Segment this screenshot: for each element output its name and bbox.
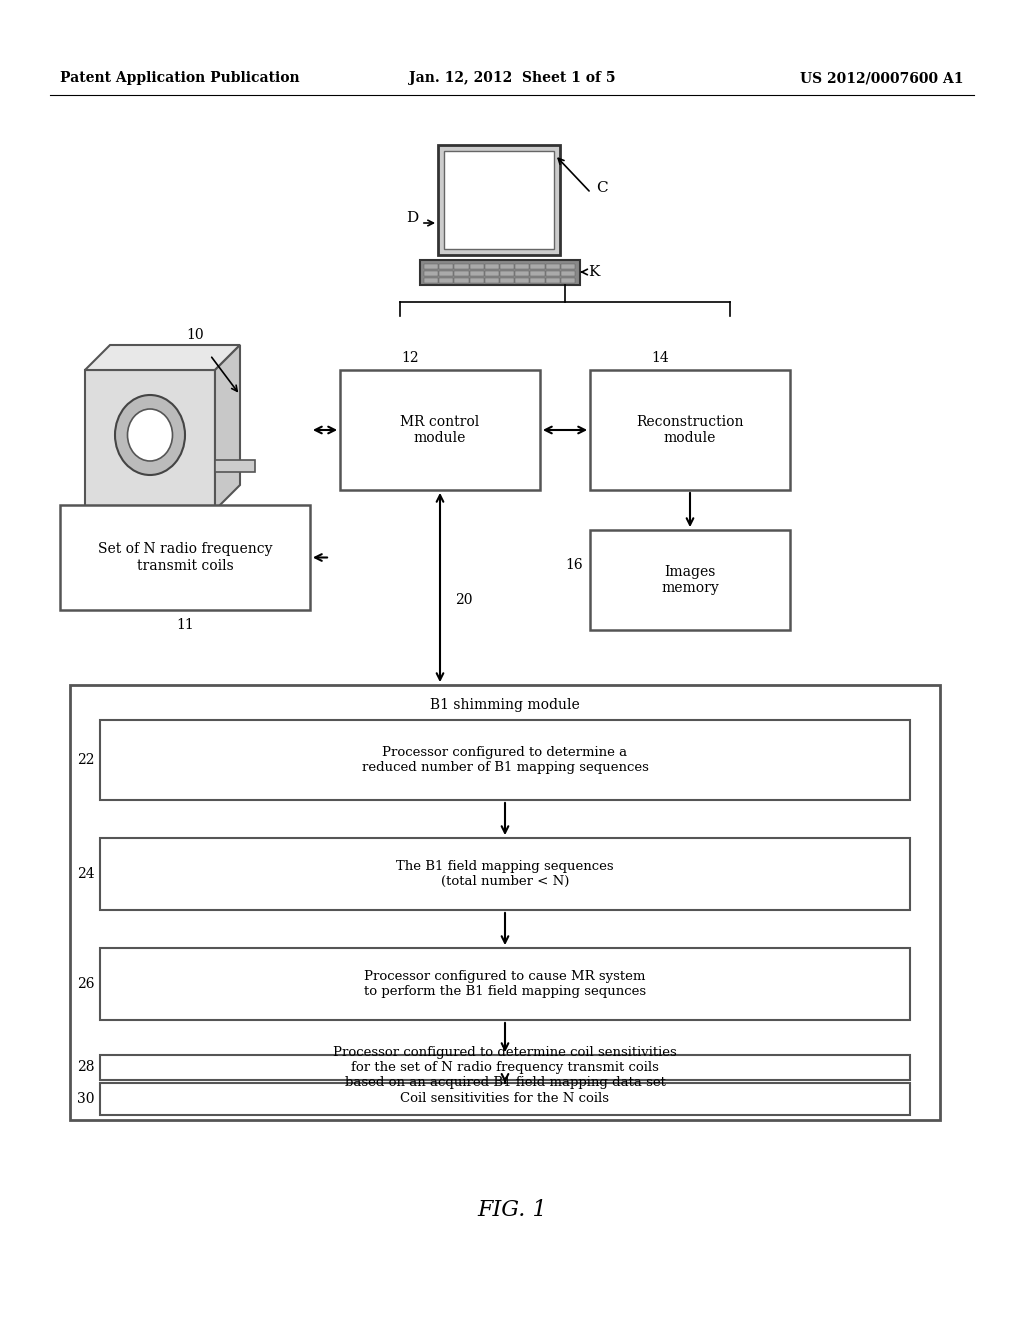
Text: 14: 14 bbox=[651, 351, 669, 366]
FancyBboxPatch shape bbox=[500, 279, 514, 282]
FancyBboxPatch shape bbox=[455, 264, 469, 269]
FancyBboxPatch shape bbox=[340, 370, 540, 490]
FancyBboxPatch shape bbox=[444, 150, 554, 249]
Text: 24: 24 bbox=[78, 867, 95, 880]
Text: 22: 22 bbox=[78, 752, 95, 767]
FancyBboxPatch shape bbox=[100, 838, 910, 909]
Text: US 2012/0007600 A1: US 2012/0007600 A1 bbox=[801, 71, 964, 84]
FancyBboxPatch shape bbox=[515, 279, 529, 282]
Text: 20: 20 bbox=[455, 593, 472, 607]
FancyBboxPatch shape bbox=[439, 264, 454, 269]
Text: 30: 30 bbox=[78, 1092, 95, 1106]
FancyBboxPatch shape bbox=[500, 264, 514, 269]
Ellipse shape bbox=[115, 395, 185, 475]
FancyBboxPatch shape bbox=[530, 264, 545, 269]
FancyBboxPatch shape bbox=[470, 264, 483, 269]
FancyBboxPatch shape bbox=[424, 271, 438, 276]
FancyBboxPatch shape bbox=[424, 264, 438, 269]
Text: K: K bbox=[588, 265, 599, 279]
Text: Images
memory: Images memory bbox=[662, 565, 719, 595]
Text: C: C bbox=[596, 181, 607, 195]
FancyBboxPatch shape bbox=[100, 1082, 910, 1115]
Text: Processor configured to determine a
reduced number of B1 mapping sequences: Processor configured to determine a redu… bbox=[361, 746, 648, 774]
Text: Patent Application Publication: Patent Application Publication bbox=[60, 71, 300, 84]
FancyBboxPatch shape bbox=[546, 271, 560, 276]
FancyBboxPatch shape bbox=[484, 279, 499, 282]
FancyBboxPatch shape bbox=[420, 260, 580, 285]
FancyBboxPatch shape bbox=[484, 264, 499, 269]
Text: 28: 28 bbox=[78, 1060, 95, 1074]
Text: FIG. 1: FIG. 1 bbox=[477, 1199, 547, 1221]
FancyBboxPatch shape bbox=[515, 264, 529, 269]
FancyBboxPatch shape bbox=[470, 271, 483, 276]
FancyBboxPatch shape bbox=[500, 271, 514, 276]
FancyBboxPatch shape bbox=[70, 685, 940, 1119]
FancyBboxPatch shape bbox=[439, 279, 454, 282]
Text: 11: 11 bbox=[176, 618, 194, 632]
Text: Processor configured to determine coil sensitivities
for the set of N radio freq: Processor configured to determine coil s… bbox=[333, 1045, 677, 1089]
FancyBboxPatch shape bbox=[438, 145, 560, 255]
FancyBboxPatch shape bbox=[455, 279, 469, 282]
Text: Processor configured to cause MR system
to perform the B1 field mapping sequnces: Processor configured to cause MR system … bbox=[364, 970, 646, 998]
Text: 10: 10 bbox=[186, 327, 204, 342]
FancyBboxPatch shape bbox=[561, 271, 575, 276]
FancyBboxPatch shape bbox=[215, 459, 255, 473]
FancyBboxPatch shape bbox=[100, 948, 910, 1020]
FancyBboxPatch shape bbox=[546, 279, 560, 282]
FancyBboxPatch shape bbox=[60, 506, 310, 610]
FancyBboxPatch shape bbox=[590, 370, 790, 490]
Text: Coil sensitivities for the N coils: Coil sensitivities for the N coils bbox=[400, 1093, 609, 1106]
FancyBboxPatch shape bbox=[439, 271, 454, 276]
FancyBboxPatch shape bbox=[515, 271, 529, 276]
Text: D: D bbox=[406, 211, 418, 224]
Text: The B1 field mapping sequences
(total number < N): The B1 field mapping sequences (total nu… bbox=[396, 861, 613, 888]
FancyBboxPatch shape bbox=[470, 279, 483, 282]
Text: 26: 26 bbox=[78, 977, 95, 991]
FancyBboxPatch shape bbox=[455, 271, 469, 276]
FancyBboxPatch shape bbox=[100, 1055, 910, 1080]
Polygon shape bbox=[85, 345, 240, 370]
Text: B1 shimming module: B1 shimming module bbox=[430, 698, 580, 711]
Text: 12: 12 bbox=[401, 351, 419, 366]
Text: MR control
module: MR control module bbox=[400, 414, 479, 445]
Polygon shape bbox=[215, 345, 240, 510]
FancyBboxPatch shape bbox=[561, 279, 575, 282]
FancyBboxPatch shape bbox=[546, 264, 560, 269]
Text: 16: 16 bbox=[565, 558, 583, 572]
FancyBboxPatch shape bbox=[424, 279, 438, 282]
FancyBboxPatch shape bbox=[561, 264, 575, 269]
FancyBboxPatch shape bbox=[484, 271, 499, 276]
Text: Set of N radio frequency
transmit coils: Set of N radio frequency transmit coils bbox=[97, 543, 272, 573]
FancyBboxPatch shape bbox=[590, 531, 790, 630]
FancyBboxPatch shape bbox=[100, 719, 910, 800]
FancyBboxPatch shape bbox=[530, 271, 545, 276]
FancyBboxPatch shape bbox=[530, 279, 545, 282]
Text: Jan. 12, 2012  Sheet 1 of 5: Jan. 12, 2012 Sheet 1 of 5 bbox=[409, 71, 615, 84]
Polygon shape bbox=[85, 370, 215, 510]
Ellipse shape bbox=[128, 409, 172, 461]
Text: Reconstruction
module: Reconstruction module bbox=[636, 414, 743, 445]
